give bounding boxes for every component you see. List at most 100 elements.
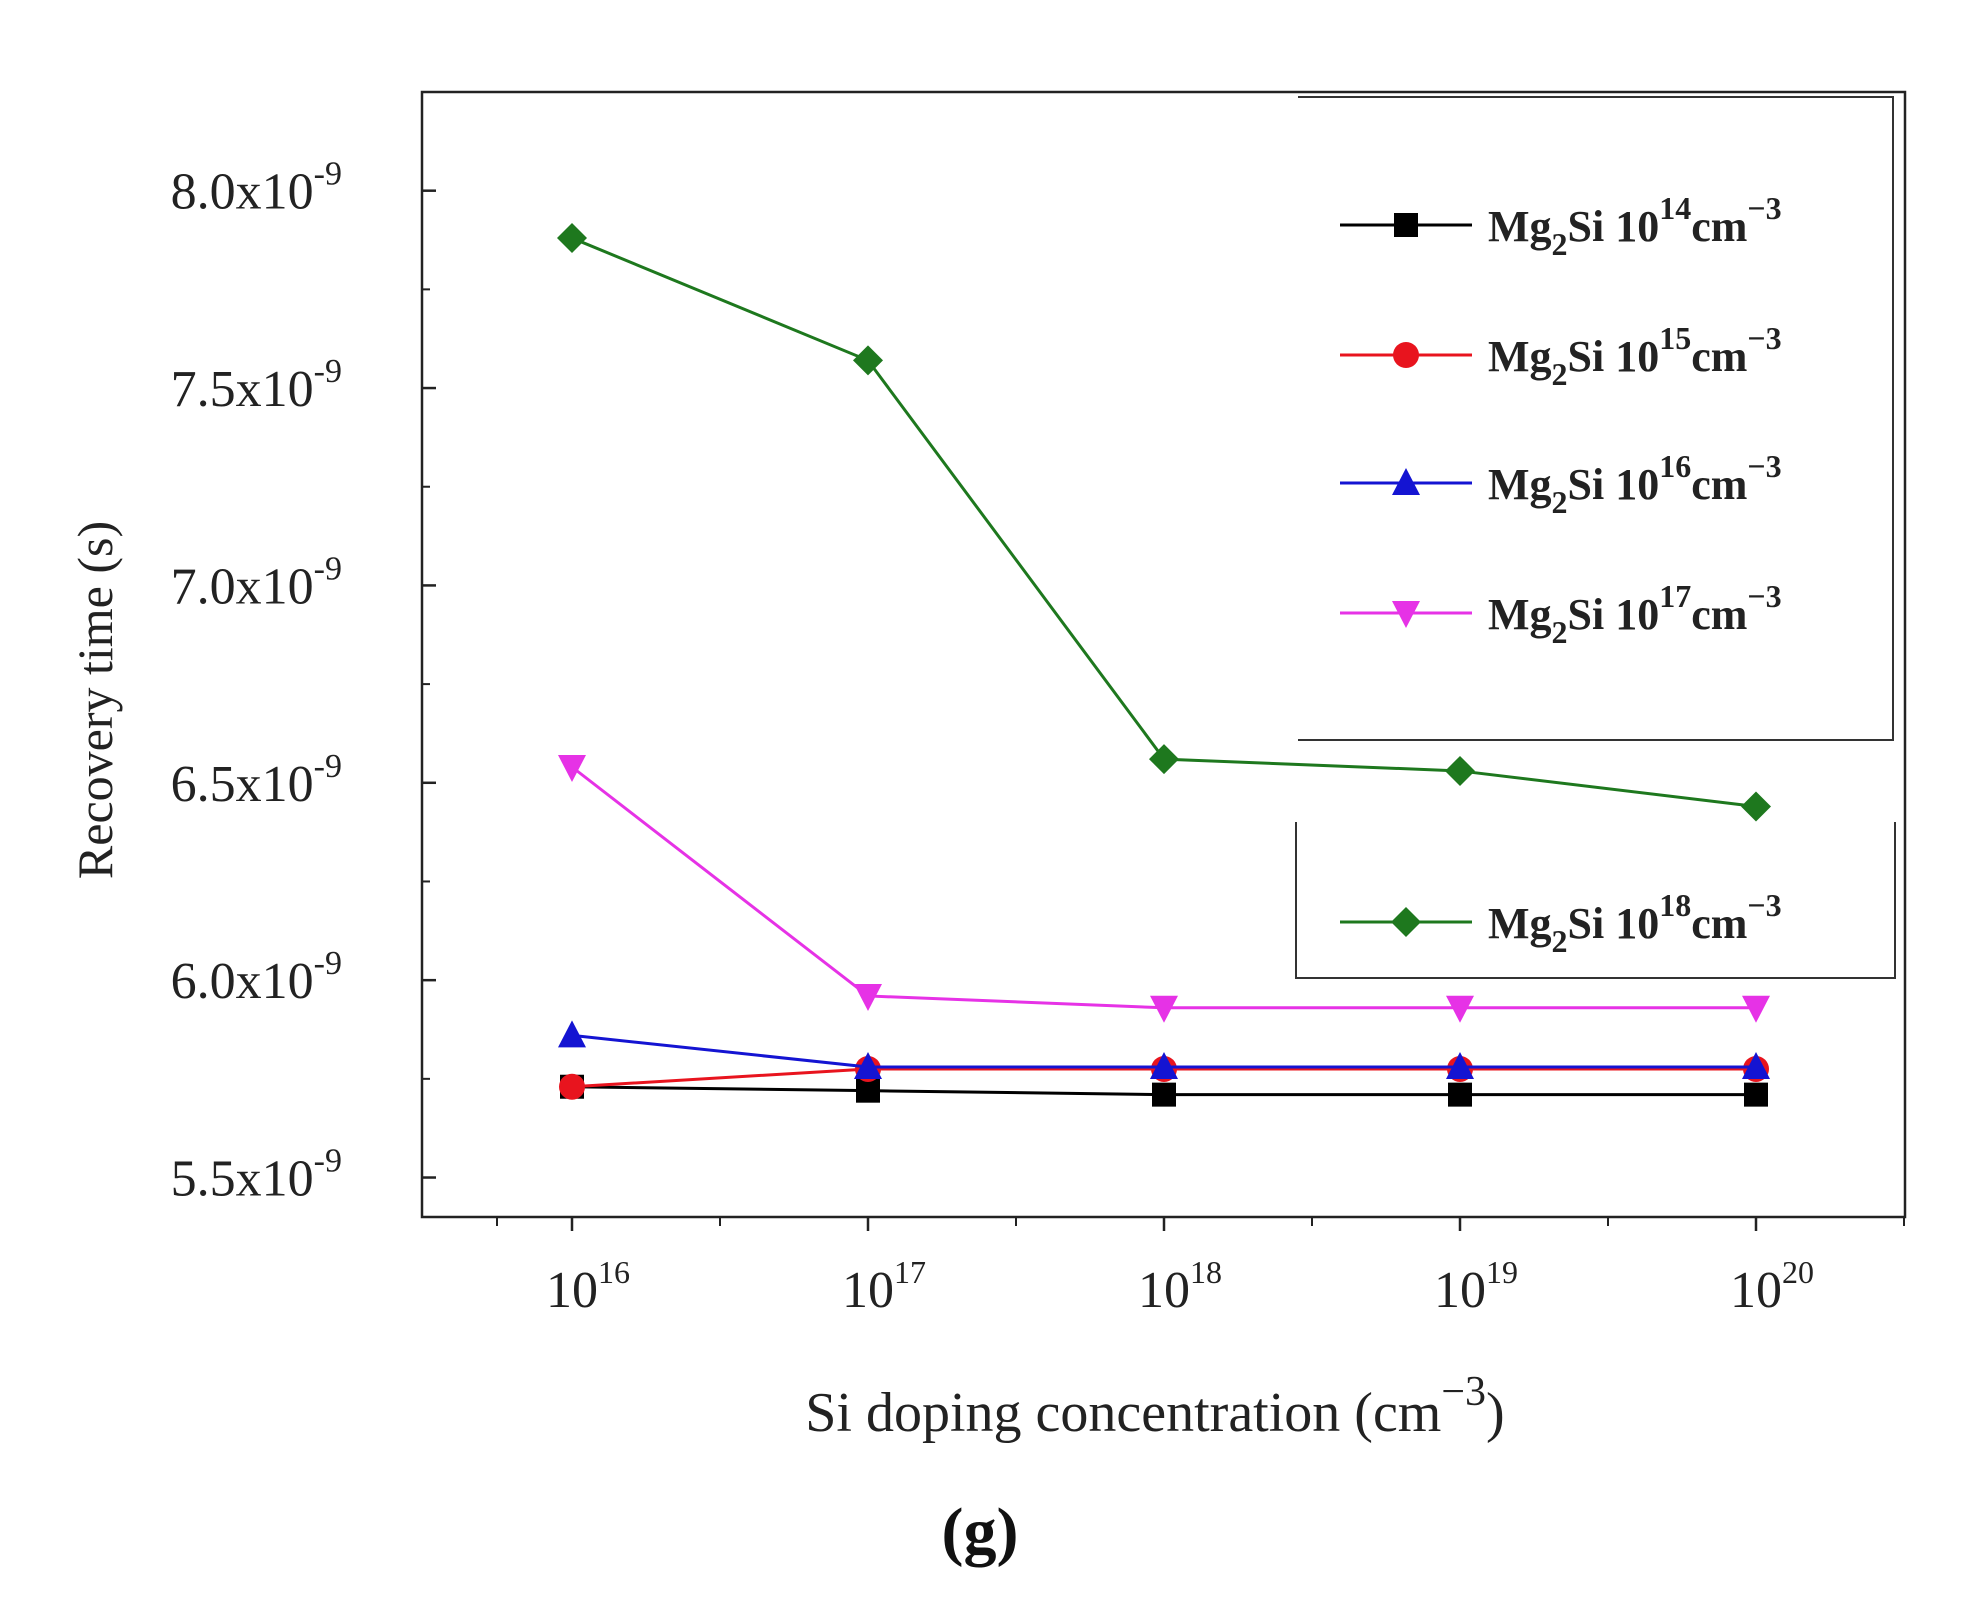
legend-sup1: 16 [1659, 448, 1691, 484]
legend-item: Mg2Si 1014cm−3 [1340, 190, 1782, 262]
y-tick-mantissa: 8.0x10 [171, 164, 314, 221]
series-17 [558, 755, 1770, 1023]
x-tick-base: 10 [1138, 1262, 1190, 1319]
legend-cm: cm [1691, 202, 1747, 251]
x-tick-exponent: 20 [1782, 1254, 1814, 1290]
legend-box-main [1298, 96, 1894, 741]
series-line [571, 765, 1756, 1010]
legend-cm: cm [1691, 899, 1747, 948]
legend-marker [1392, 601, 1420, 628]
legend-mid: Si 10 [1568, 202, 1660, 251]
legend-marker [1391, 907, 1421, 937]
legend-sub: 2 [1552, 226, 1568, 262]
x-axis-label-close: ) [1486, 1382, 1505, 1444]
plot-frame [420, 90, 1907, 1219]
y-tick-label: 7.0x10-9 [171, 550, 342, 615]
data-point [854, 1052, 882, 1079]
series-16 [558, 1020, 1770, 1079]
x-tick-base: 10 [1730, 1262, 1782, 1319]
y-tick-exponent: -9 [314, 748, 342, 785]
data-point [1742, 995, 1770, 1023]
legend-mid: Si 10 [1568, 590, 1660, 639]
data-point [1446, 995, 1474, 1023]
legend-label: Mg2Si 1014cm−3 [1488, 190, 1782, 262]
legend-sup1: 15 [1659, 320, 1691, 356]
legend-cm: cm [1691, 332, 1747, 381]
y-axis-label: Recovery time (s) [67, 521, 123, 879]
data-point [559, 1073, 585, 1100]
data-point [558, 1020, 586, 1048]
legend-mid: Si 10 [1568, 899, 1660, 948]
data-point [1744, 1082, 1768, 1107]
legend-label: Mg2Si 1017cm−3 [1488, 578, 1782, 650]
y-tick-exponent: -9 [314, 550, 342, 587]
x-axis-label-sup: −3 [1441, 1369, 1486, 1415]
series-line [571, 236, 1757, 808]
x-axis-label: Si doping concentration (cm−3) [805, 1369, 1504, 1444]
x-axis-label-main: Si doping concentration (cm [805, 1382, 1441, 1444]
legend-sup2: −3 [1747, 887, 1781, 923]
y-tick-mantissa: 6.5x10 [171, 756, 314, 813]
legend-item: Mg2Si 1017cm−3 [1340, 578, 1782, 650]
x-tick-label: 1016 [546, 1254, 630, 1319]
plot-border [420, 90, 1907, 1219]
y-tick-label: 7.5x10-9 [171, 353, 342, 418]
legend-marker [1394, 213, 1418, 237]
legend-base: Mg [1488, 899, 1552, 948]
x-tick-exponent: 18 [1190, 1254, 1222, 1290]
legend-marker [1392, 468, 1420, 495]
panel-label: (g) [942, 1495, 1019, 1568]
y-tick-mantissa: 6.0x10 [171, 953, 314, 1010]
legend-sup1: 17 [1659, 578, 1691, 614]
legend-box-secondary [1295, 822, 1896, 979]
legend-sub: 2 [1552, 614, 1568, 650]
legend-base: Mg [1488, 460, 1552, 509]
legend-item: Mg2Si 1016cm−3 [1340, 448, 1782, 520]
legend-sup1: 18 [1659, 887, 1691, 923]
data-point [1742, 1052, 1770, 1079]
y-axis: 5.5x10-96.0x10-96.5x10-97.0x10-97.5x10-9… [171, 156, 436, 1208]
legend-cm: cm [1691, 460, 1747, 509]
x-tick-label: 1017 [842, 1254, 926, 1319]
y-tick-label: 6.0x10-9 [171, 945, 342, 1010]
legend-marker [1393, 342, 1419, 368]
legend-item: Mg2Si 1015cm−3 [1340, 320, 1782, 392]
legend-mid: Si 10 [1568, 332, 1660, 381]
data-point [1150, 1052, 1178, 1079]
x-tick-label: 1018 [1138, 1254, 1222, 1319]
legend-mid: Si 10 [1568, 460, 1660, 509]
data-point [1448, 1082, 1472, 1107]
x-axis: 1016 1017 1018 1019 1020 [496, 1217, 1905, 1319]
x-tick-exponent: 16 [598, 1254, 630, 1290]
legend-sub: 2 [1552, 484, 1568, 520]
y-tick-label: 8.0x10-9 [171, 156, 342, 221]
legend-item: Mg2Si 1018cm−3 [1340, 887, 1782, 959]
x-tick-exponent: 17 [894, 1254, 926, 1290]
legend-label: Mg2Si 1016cm−3 [1488, 448, 1782, 520]
data-point [557, 223, 587, 254]
legend-base: Mg [1488, 202, 1552, 251]
legend-sup2: −3 [1747, 190, 1781, 226]
data-point [1150, 995, 1178, 1023]
y-tick-exponent: -9 [314, 353, 342, 390]
legend-label: Mg2Si 1015cm−3 [1488, 320, 1782, 392]
y-tick-exponent: -9 [314, 156, 342, 193]
data-point [1149, 744, 1179, 775]
y-tick-mantissa: 5.5x10 [171, 1151, 314, 1208]
data-point [1741, 791, 1771, 822]
x-tick-base: 10 [546, 1262, 598, 1319]
series-layer [557, 223, 1771, 1107]
x-tick-label: 1020 [1730, 1254, 1814, 1319]
legend-sup2: −3 [1747, 578, 1781, 614]
x-tick-exponent: 19 [1486, 1254, 1518, 1290]
x-tick-label: 1019 [1434, 1254, 1518, 1319]
legend-sup2: −3 [1747, 320, 1781, 356]
x-tick-base: 10 [1434, 1262, 1486, 1319]
legend-label: Mg2Si 1018cm−3 [1488, 887, 1782, 959]
x-tick-base: 10 [842, 1262, 894, 1319]
legend-sub: 2 [1552, 923, 1568, 959]
y-tick-exponent: -9 [314, 945, 342, 982]
legend-cm: cm [1691, 590, 1747, 639]
